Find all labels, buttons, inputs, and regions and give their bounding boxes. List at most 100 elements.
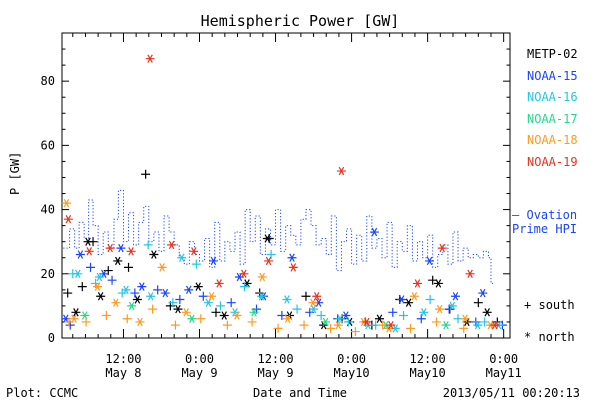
noaa-18-south-point: [431, 317, 441, 327]
legend-item-noaa-15: NOAA-15: [527, 68, 578, 83]
noaa-18-north-point: [435, 304, 445, 314]
noaa-19-north-point: [239, 269, 249, 278]
noaa-18-south-point: [406, 323, 416, 333]
noaa-16-south-point: [239, 282, 249, 292]
legend-north-marker: * north: [524, 330, 575, 344]
metp-02-north-point: [83, 237, 93, 246]
noaa-19-north-point: [126, 247, 136, 256]
noaa-18-north-point: [69, 314, 79, 323]
noaa-18-south-point: [101, 311, 111, 321]
legend-south-label: south: [538, 298, 575, 312]
noaa-15-north-point: [137, 282, 147, 291]
noaa-16-south-point: [292, 304, 302, 314]
ovation-dash-symbol: —: [512, 208, 520, 222]
legend-north-label: north: [538, 330, 575, 344]
metp-02-north-point: [433, 279, 443, 288]
noaa-18-south-point: [170, 320, 180, 330]
noaa-18-north-point: [460, 314, 470, 323]
metp-02-north-point: [71, 308, 81, 317]
metp-02-north-point: [404, 298, 414, 307]
metp-02-south-point: [211, 307, 221, 317]
noaa-16-north-point: [335, 314, 345, 323]
x-tick-label-date: May10: [410, 366, 446, 380]
noaa-19-north-point: [386, 320, 396, 330]
noaa-18-north-point: [207, 292, 217, 301]
noaa-15-north-point: [184, 285, 194, 295]
plot-credit: Plot: CCMC: [6, 386, 79, 400]
noaa-16-south-point: [399, 311, 409, 321]
noaa-15-south-point: [153, 285, 163, 295]
noaa-15-south-point: [388, 307, 398, 317]
metp-02-north-point: [482, 308, 492, 317]
noaa-19-north-point: [288, 263, 298, 272]
noaa-19-north-point: [145, 54, 155, 63]
metp-02-south-point: [124, 262, 134, 272]
y-axis-label: P [GW]: [8, 151, 22, 195]
noaa-16-south-point: [168, 298, 178, 308]
noaa-16-north-point: [121, 285, 131, 295]
noaa-18-south-point: [247, 317, 257, 327]
legend-item-noaa-18: NOAA-18: [527, 133, 578, 147]
noaa-19-north-point: [214, 279, 224, 288]
noaa-15-north-point: [478, 288, 488, 298]
metp-02-north-point: [132, 295, 142, 304]
x-tick-label-date: May 9: [181, 366, 217, 380]
plus-marker-icon: +: [524, 298, 532, 312]
noaa-16-north-point: [419, 308, 429, 317]
noaa-16-south-point: [143, 240, 153, 250]
noaa-16-south-point: [316, 311, 326, 321]
y-tick-label: 60: [41, 138, 55, 152]
noaa-18-north-point: [61, 198, 71, 208]
noaa-19-north-point: [189, 247, 199, 256]
noaa-17-north-point: [127, 301, 137, 311]
metp-02-north-point: [96, 292, 106, 301]
metp-02-south-point: [63, 288, 73, 298]
noaa-18-south-point: [222, 320, 232, 330]
noaa-18-south-point: [299, 320, 309, 330]
y-tick-label: 80: [41, 74, 55, 88]
noaa-16-north-point: [257, 292, 267, 301]
noaa-18-south-point: [122, 314, 132, 324]
noaa-16-north-point: [73, 269, 83, 278]
noaa-19-north-point: [264, 256, 274, 266]
noaa-17-north-point: [80, 311, 90, 320]
metp-02-south-point: [301, 291, 311, 301]
noaa-16-north-point: [447, 301, 457, 311]
legend-south-marker: + south: [524, 298, 575, 312]
noaa-15-north-point: [425, 256, 435, 266]
noaa-18-south-point: [378, 320, 388, 330]
metp-02-north-point: [262, 234, 272, 243]
noaa-19-north-point: [312, 292, 322, 301]
noaa-15-south-point: [86, 262, 96, 272]
y-tick-label: 20: [41, 267, 55, 281]
ovation-label-line1: Ovation: [526, 208, 578, 222]
noaa-19-north-point: [336, 166, 346, 176]
noaa-18-south-point: [148, 304, 158, 314]
legend-item-noaa-16: NOAA-16: [527, 90, 578, 104]
plot-frame: [61, 32, 511, 339]
x-tick-label-time: 12:00: [410, 352, 446, 366]
noaa-15-north-point: [160, 288, 170, 298]
noaa-18-north-point: [92, 282, 102, 291]
noaa-16-south-point: [191, 259, 201, 269]
x-tick-label-time: 0:00: [337, 352, 366, 366]
noaa-18-south-point: [459, 323, 469, 333]
metp-02-north-point: [374, 314, 384, 323]
noaa-19-north-point: [167, 240, 177, 250]
noaa-15-north-point: [287, 253, 297, 262]
legend-item-noaa-17: NOAA-17: [527, 111, 578, 126]
noaa-16-north-point: [94, 272, 104, 282]
noaa-15-south-point: [277, 311, 287, 321]
asterisk-marker-icon: *: [524, 330, 532, 344]
satellite-legend: METP-02 NOAA-15 NOAA-16 NOAA-17 NOAA-18 …: [527, 44, 600, 173]
noaa-18-north-point: [135, 317, 145, 327]
metp-02-south-point: [428, 275, 438, 285]
ovation-legend: — Ovation Prime HPI: [512, 208, 600, 236]
noaa-15-north-point: [116, 243, 126, 253]
noaa-15-north-point: [369, 227, 379, 237]
noaa-19-north-point: [437, 243, 447, 253]
noaa-15-north-point: [397, 295, 407, 304]
noaa-16-south-point: [215, 301, 225, 311]
